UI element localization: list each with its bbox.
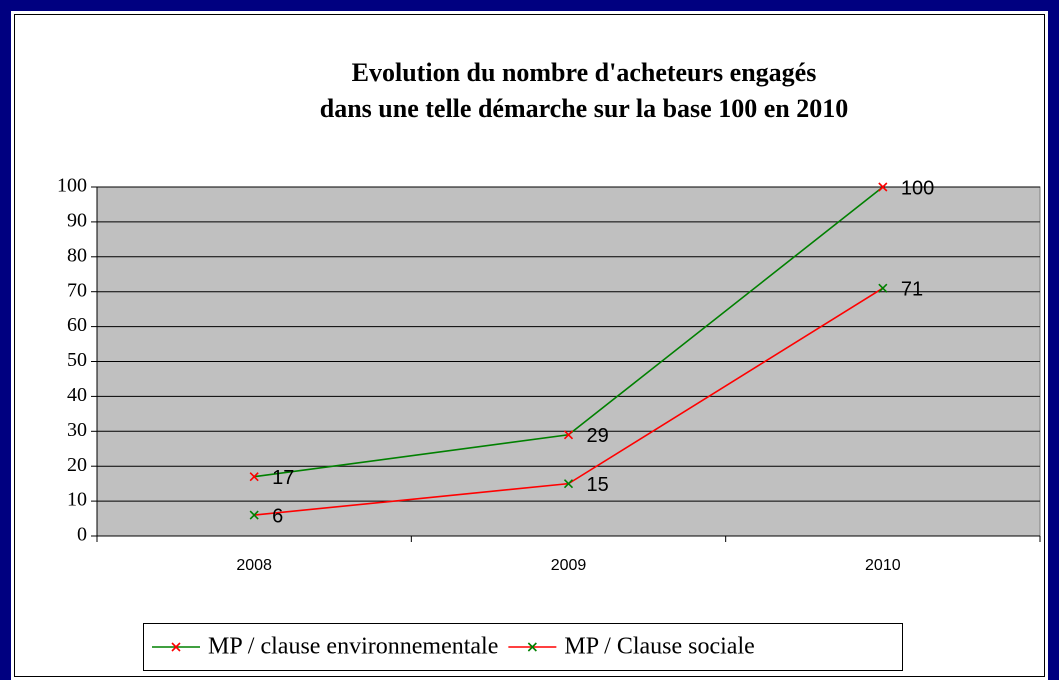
- x-tick-label: 2010: [865, 557, 901, 574]
- data-label: 29: [587, 425, 609, 447]
- marker: [878, 182, 888, 192]
- y-tick-label: 40: [67, 384, 87, 406]
- data-label: 100: [901, 177, 934, 199]
- x-tick-label: 2009: [551, 557, 587, 574]
- marker: [563, 430, 574, 440]
- y-tick-label: 60: [67, 314, 87, 336]
- data-label: 17: [272, 467, 294, 489]
- y-tick-label: 90: [67, 209, 87, 231]
- marker: [527, 642, 537, 652]
- chart-border: [14, 14, 1045, 677]
- y-tick-label: 0: [77, 524, 87, 546]
- data-label: 6: [272, 505, 283, 527]
- marker: [249, 472, 259, 482]
- marker: [249, 510, 259, 520]
- chart-title: Evolution du nombre d'acheteurs engagés: [352, 58, 817, 87]
- y-tick-label: 10: [67, 489, 87, 511]
- chart-subtitle: dans une telle démarche sur la base 100 …: [320, 94, 848, 123]
- marker: [878, 283, 888, 293]
- data-label: 15: [587, 474, 609, 496]
- y-tick-label: 20: [67, 454, 87, 476]
- data-label: 71: [901, 278, 923, 300]
- y-tick-label: 80: [67, 244, 87, 266]
- marker: [171, 642, 181, 652]
- y-tick-label: 30: [67, 419, 87, 441]
- legend-label: MP / Clause sociale: [564, 634, 754, 660]
- y-tick-label: 100: [57, 175, 87, 197]
- marker: [563, 479, 574, 489]
- y-tick-label: 70: [67, 279, 87, 301]
- y-tick-label: 50: [67, 349, 87, 371]
- legend-label: MP / clause environnementale: [208, 634, 498, 660]
- x-tick-label: 2008: [236, 557, 272, 574]
